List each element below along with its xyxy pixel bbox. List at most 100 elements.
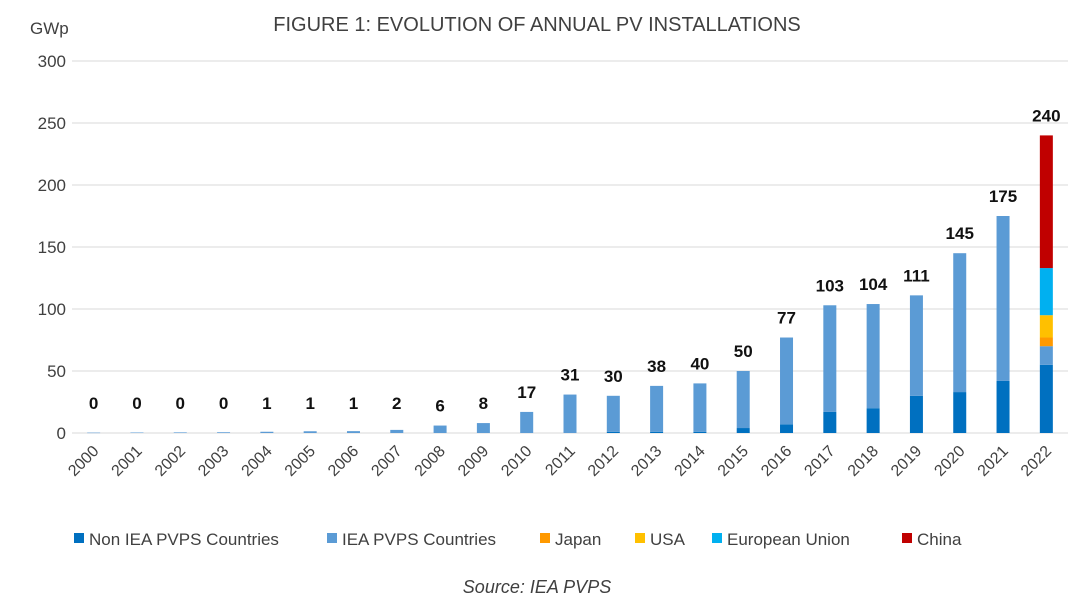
x-tick-label: 2022 (1018, 443, 1055, 480)
data-label: 103 (816, 276, 844, 295)
data-label: 145 (946, 224, 974, 243)
bar-segment (520, 411, 534, 433)
legend-swatch (635, 533, 645, 543)
x-tick-label: 2009 (455, 443, 492, 480)
bar-segment (390, 429, 404, 433)
data-label: 0 (176, 394, 185, 413)
x-tick-label: 2002 (152, 443, 189, 480)
legend-swatch (540, 533, 550, 543)
legend-label: Non IEA PVPS Countries (89, 530, 279, 549)
y-tick-label: 100 (38, 300, 66, 319)
legend-swatch (327, 533, 337, 543)
x-tick-label: 2019 (888, 443, 925, 480)
x-tick-label: 2012 (585, 443, 622, 480)
bars (87, 135, 1053, 434)
x-tick-label: 2000 (65, 443, 102, 480)
x-tick-label: 2017 (801, 443, 838, 480)
data-label: 111 (903, 266, 930, 285)
bar-segment (866, 304, 880, 409)
data-label: 1 (262, 394, 271, 413)
bar-segment (693, 431, 707, 433)
data-label: 1 (349, 394, 358, 413)
y-tick-label: 300 (38, 52, 66, 71)
y-tick-label: 150 (38, 238, 66, 257)
legend-swatch (712, 533, 722, 543)
data-label: 0 (132, 394, 141, 413)
x-tick-label: 2005 (282, 443, 319, 480)
data-label: 0 (219, 394, 228, 413)
bar-segment (1039, 346, 1053, 365)
data-label: 0 (89, 394, 98, 413)
data-label: 240 (1032, 106, 1060, 125)
bar-segment (433, 425, 447, 433)
bar-segment (866, 408, 880, 433)
y-axis-ticks: 0 50 100 150 200 250 300 (38, 52, 66, 443)
legend: Non IEA PVPS Countries IEA PVPS Countries… (74, 530, 962, 549)
x-tick-label: 2001 (109, 443, 146, 480)
bar-segment (693, 383, 707, 432)
x-tick-label: 2007 (368, 443, 405, 480)
data-label: 6 (435, 397, 444, 416)
bar-segment (1039, 337, 1053, 347)
legend-swatch (74, 533, 84, 543)
x-tick-label: 2015 (715, 443, 752, 480)
gridlines (72, 60, 1068, 434)
bar-segment (563, 394, 577, 433)
x-tick-label: 2018 (845, 443, 882, 480)
bar-segment (303, 431, 317, 433)
bar-segment (953, 392, 967, 433)
chart-title: FIGURE 1: EVOLUTION OF ANNUAL PV INSTALL… (273, 14, 801, 36)
bar-segment (996, 216, 1010, 381)
legend-label: European Union (727, 530, 850, 549)
data-label: 40 (690, 354, 709, 373)
bar-segment (823, 305, 837, 412)
bar-segment (260, 431, 274, 433)
bar-segment (953, 253, 967, 393)
data-label: 104 (859, 275, 888, 294)
legend-label: IEA PVPS Countries (342, 530, 496, 549)
bar-segment (909, 295, 923, 396)
x-tick-label: 2020 (931, 443, 968, 480)
data-label: 2 (392, 394, 401, 413)
x-tick-label: 2016 (758, 443, 795, 480)
bar-segment (996, 380, 1010, 433)
y-tick-label: 0 (57, 424, 66, 443)
bar-segment (606, 395, 620, 432)
source-note: Source: IEA PVPS (463, 577, 611, 597)
data-label: 77 (777, 309, 796, 328)
bar-segment (823, 411, 837, 433)
x-tick-label: 2010 (498, 443, 535, 480)
bar-segment (130, 432, 144, 434)
bar-segment (346, 431, 360, 433)
x-tick-label: 2011 (542, 443, 578, 479)
bar-segment (1039, 135, 1053, 269)
bar-segment (736, 428, 750, 433)
bar-segment (606, 431, 620, 433)
bar-segment (173, 432, 187, 433)
bar-segment (650, 431, 664, 433)
x-axis-ticks: 2000 2001 2002 2003 2004 2005 2006 2007 2008 2009… (65, 443, 1055, 480)
bar-segment (217, 432, 231, 433)
bar-segment (909, 395, 923, 433)
bar-segment (780, 337, 794, 425)
bar-segment (650, 385, 664, 432)
bar-segment (1039, 364, 1053, 433)
data-label: 17 (517, 383, 536, 402)
bar-segment (780, 424, 794, 433)
data-label: 175 (989, 187, 1017, 206)
data-label: 50 (734, 342, 753, 361)
y-tick-label: 200 (38, 176, 66, 195)
legend-label: Japan (555, 530, 601, 549)
bar-segment (476, 423, 490, 433)
x-tick-label: 2013 (628, 443, 665, 480)
y-axis-unit: GWp (30, 19, 69, 38)
legend-label: China (917, 530, 962, 549)
bar-segment (1039, 315, 1053, 338)
y-tick-label: 50 (47, 362, 66, 381)
legend-label: USA (650, 530, 686, 549)
x-tick-label: 2008 (412, 443, 449, 480)
bar-segment (1039, 268, 1053, 316)
bar-segment (87, 432, 101, 434)
